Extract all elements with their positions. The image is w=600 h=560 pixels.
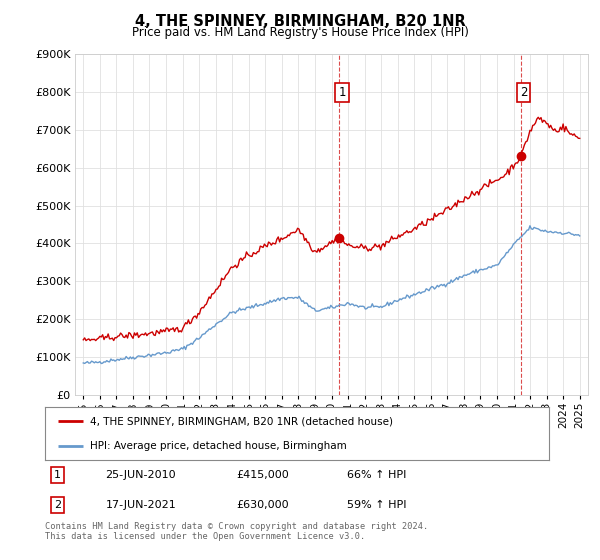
Text: £630,000: £630,000 xyxy=(236,501,289,510)
Text: 1: 1 xyxy=(54,470,61,479)
Text: 25-JUN-2010: 25-JUN-2010 xyxy=(106,470,176,479)
Text: 2: 2 xyxy=(54,501,61,510)
Text: Contains HM Land Registry data © Crown copyright and database right 2024.
This d: Contains HM Land Registry data © Crown c… xyxy=(45,522,428,542)
Text: HPI: Average price, detached house, Birmingham: HPI: Average price, detached house, Birm… xyxy=(91,441,347,451)
Text: 17-JUN-2021: 17-JUN-2021 xyxy=(106,501,176,510)
Text: 4, THE SPINNEY, BIRMINGHAM, B20 1NR: 4, THE SPINNEY, BIRMINGHAM, B20 1NR xyxy=(134,14,466,29)
Text: 59% ↑ HPI: 59% ↑ HPI xyxy=(347,501,407,510)
Text: Price paid vs. HM Land Registry's House Price Index (HPI): Price paid vs. HM Land Registry's House … xyxy=(131,26,469,39)
Text: 66% ↑ HPI: 66% ↑ HPI xyxy=(347,470,407,479)
Text: 2: 2 xyxy=(520,86,527,99)
Text: £415,000: £415,000 xyxy=(236,470,289,479)
Text: 4, THE SPINNEY, BIRMINGHAM, B20 1NR (detached house): 4, THE SPINNEY, BIRMINGHAM, B20 1NR (det… xyxy=(91,417,394,427)
Text: 1: 1 xyxy=(338,86,346,99)
